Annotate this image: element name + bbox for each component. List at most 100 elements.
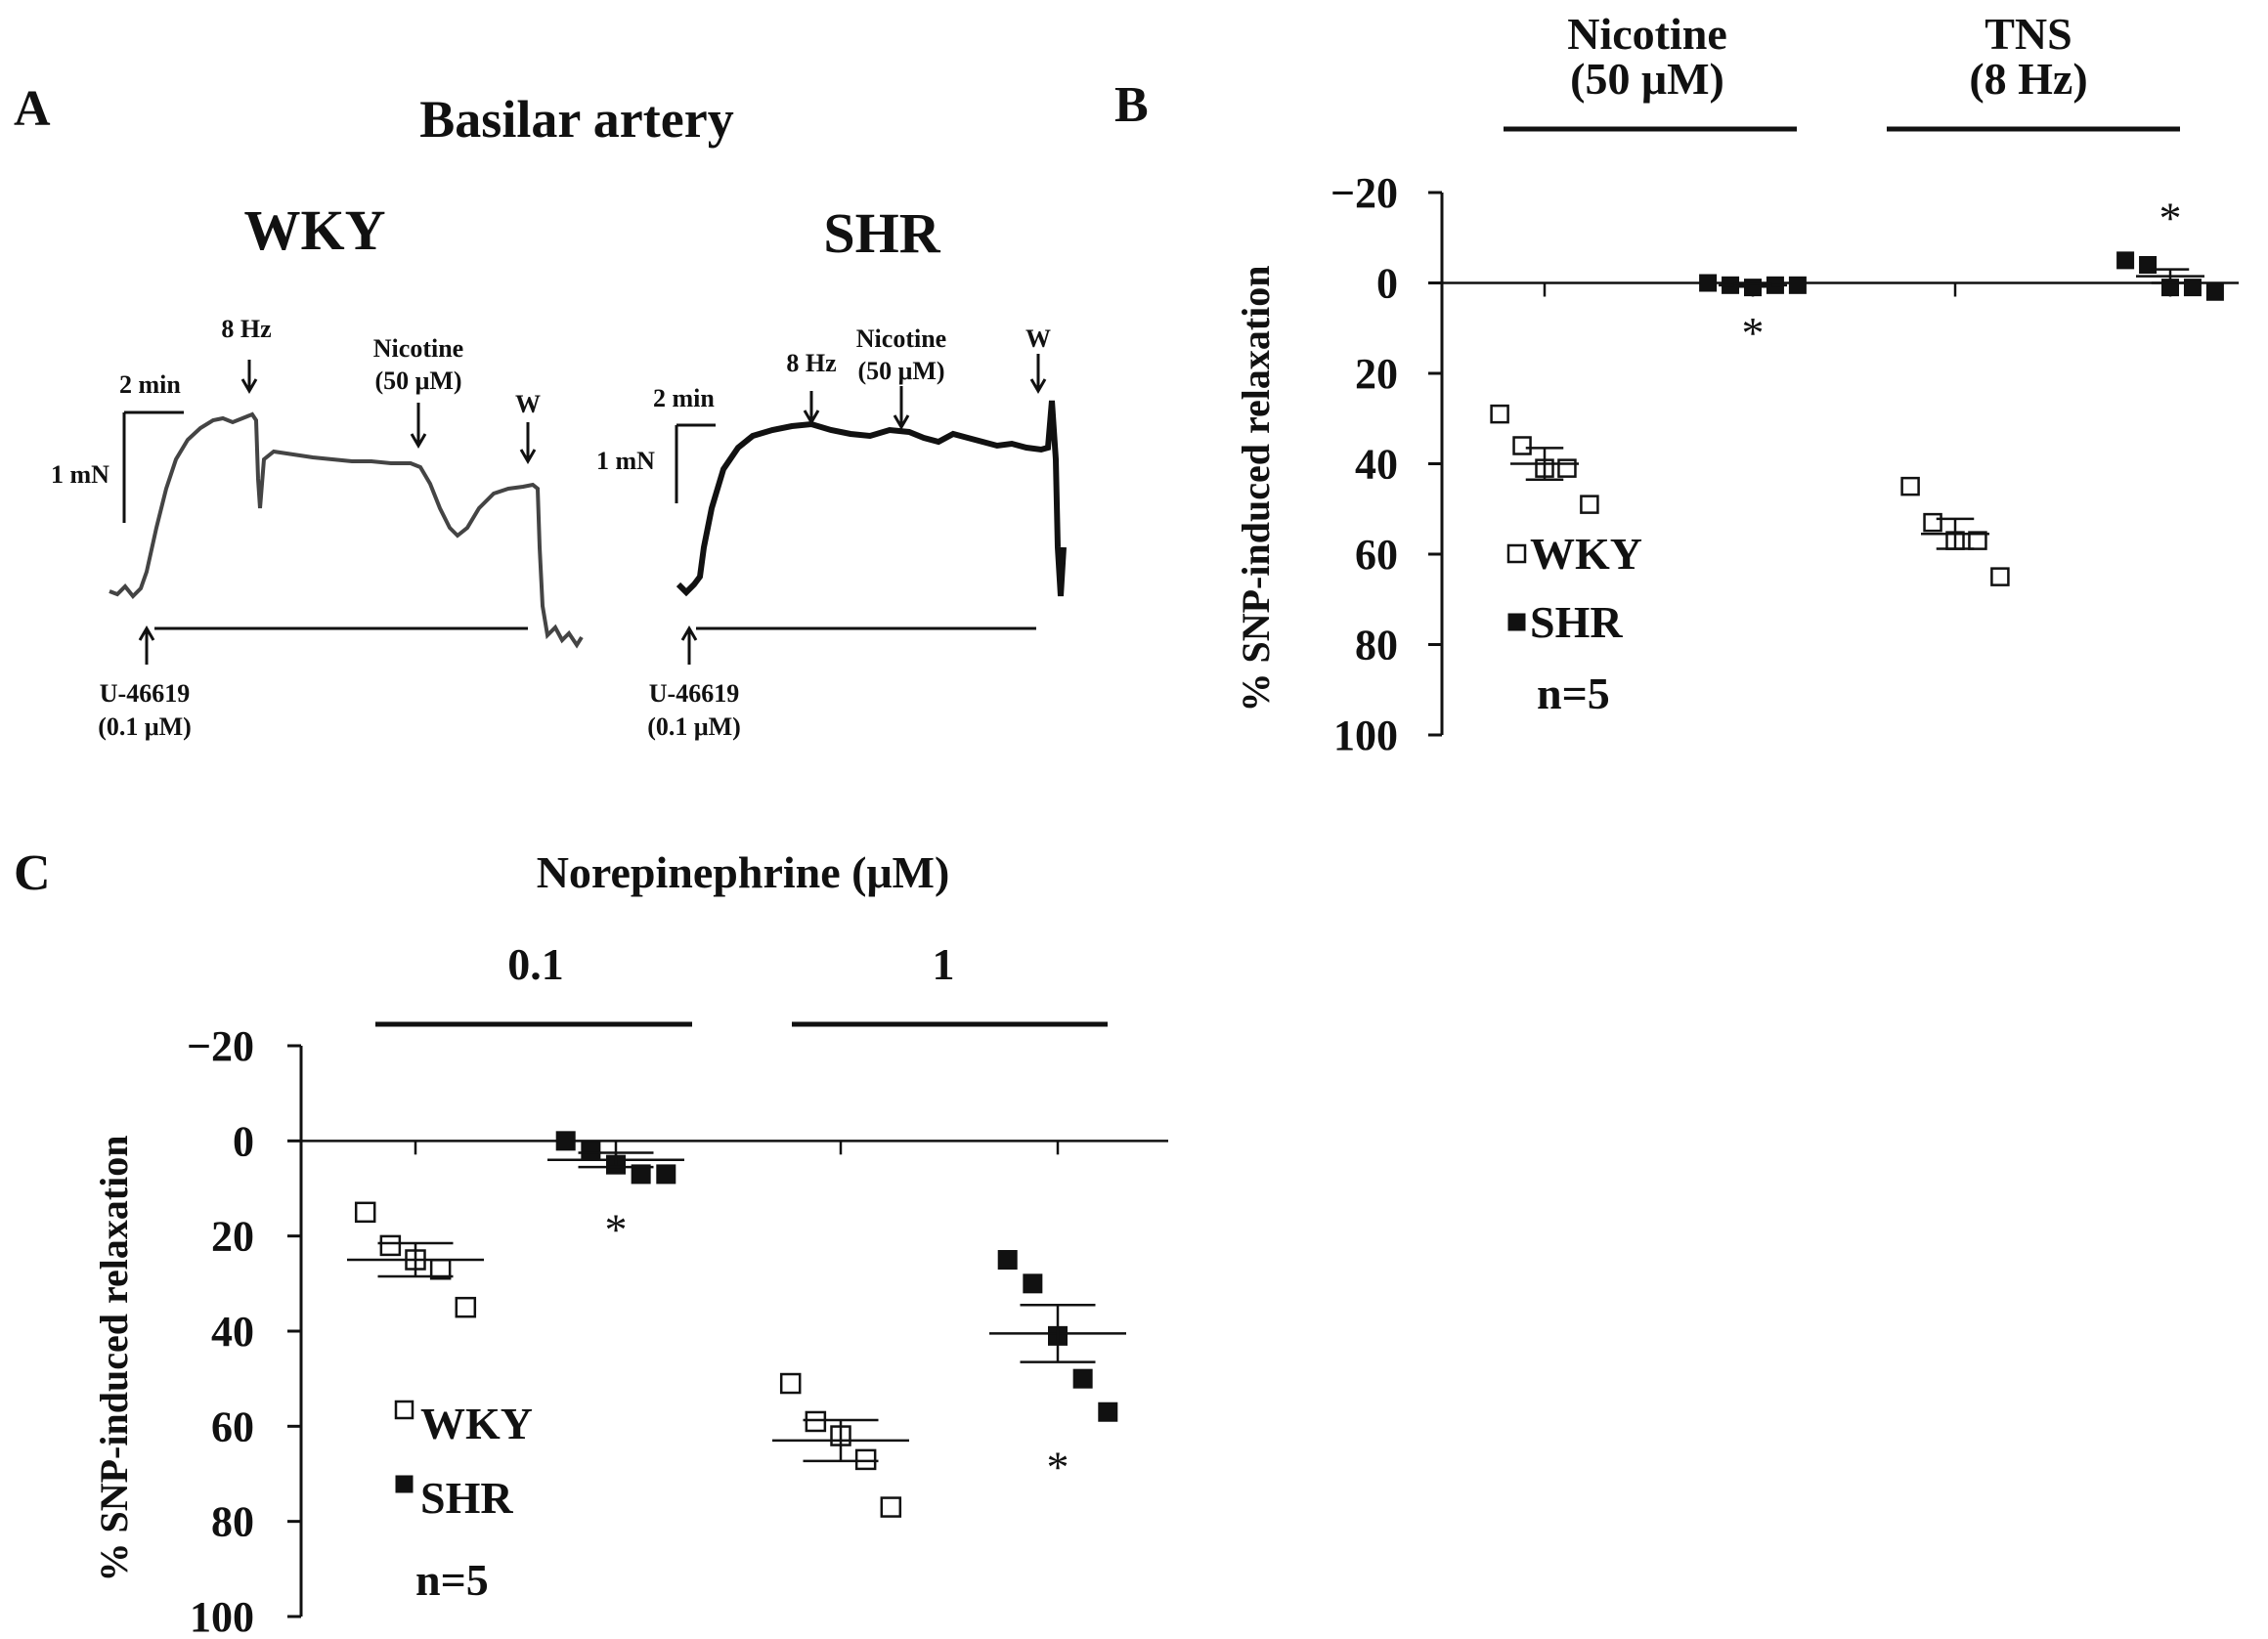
shr-8hz-arrow: [803, 391, 820, 425]
panel-c-point-wky: [455, 1296, 477, 1318]
panel-c-point-wky: [354, 1201, 376, 1224]
wky-scale-bar: [122, 410, 184, 523]
panel-b-y-tick-label: 40: [1355, 441, 1398, 489]
panel-c-point-wky: [854, 1448, 877, 1471]
panel-c-point-shr: [997, 1250, 1018, 1270]
panel-b-point-shr: [2205, 282, 2224, 301]
panel-b-point-wky: [1968, 531, 1987, 550]
panel-b-significance-star: *: [1742, 308, 1765, 358]
panel-a-title: Basilar artery: [419, 90, 733, 149]
panel-c-y-tick-label: 40: [211, 1308, 254, 1356]
wky-agent-arrow: [138, 625, 155, 665]
panel-b-y-tick-label: 0: [1376, 260, 1398, 308]
panel-c-legend-marker-wky: [394, 1400, 414, 1420]
panel-c-significance-star: *: [605, 1204, 628, 1254]
panel-c-y-tick-label: 100: [190, 1593, 254, 1639]
panel-b-n-label: n=5: [1537, 669, 1610, 718]
panel-c-point-shr: [656, 1164, 676, 1185]
panel-c-legend-marker-shr: [395, 1475, 414, 1493]
shr-trace-label: SHR: [823, 201, 940, 265]
panel-b-point-wky: [1512, 436, 1532, 455]
shr-trace-panel: SHR 2 min 1 mN 8 Hz Nicotine (50 μM) W U…: [596, 201, 1067, 741]
panel-c-point-wky: [880, 1496, 902, 1518]
panel-a: Basilar artery WKY 2 min 1 mN 8 Hz Nicot…: [51, 90, 1067, 741]
panel-b-group2-label: TNS: [1984, 9, 2072, 59]
panel-c-title: Norepinephrine (μM): [537, 847, 950, 897]
panel-c-y-tick-label: 0: [233, 1117, 254, 1165]
panel-b-y-tick-label: 80: [1355, 622, 1398, 669]
panel-b-letter: B: [1114, 77, 1149, 133]
wky-trace-label: WKY: [244, 198, 386, 262]
wky-agent-label: U-46619: [100, 679, 190, 708]
shr-agent-arrow: [680, 625, 698, 665]
panel-b-significance-star: *: [2159, 193, 2182, 242]
wky-nicotine-arrow: [410, 403, 427, 449]
panel-c-group2-label: 1: [933, 939, 955, 989]
panel-c-letter: C: [14, 845, 51, 901]
panel-c-n-label: n=5: [415, 1555, 489, 1605]
wky-time-scale: 2 min: [119, 370, 181, 399]
panel-b-ylabel: % SNP-induced relaxation: [1234, 265, 1278, 712]
panel-c-point-wky: [779, 1372, 802, 1395]
shr-washout-arrow: [1029, 354, 1047, 394]
shr-nicotine-arrow: [893, 386, 910, 430]
wky-8hz-arrow: [240, 360, 258, 394]
panel-b-point-shr: [2183, 279, 2202, 297]
panel-b-point-wky: [1557, 458, 1577, 478]
panel-c-point-wky: [379, 1234, 402, 1257]
panel-b-point-wky: [1900, 476, 1920, 496]
panel-b-point-shr: [2139, 256, 2158, 274]
panel-c-point-shr: [1023, 1273, 1043, 1294]
wky-8hz-label: 8 Hz: [221, 315, 271, 343]
panel-c-point-shr: [1098, 1402, 1118, 1422]
panel-b-y-tick-label: 100: [1333, 712, 1398, 759]
shr-agent-conc: (0.1 μM): [647, 712, 741, 741]
panel-b-legend-shr: SHR: [1530, 597, 1623, 647]
panel-c-group1-label: 0.1: [507, 939, 564, 989]
shr-force-scale: 1 mN: [596, 447, 655, 475]
panel-a-letter: A: [14, 81, 51, 137]
wky-washout-label: W: [515, 390, 541, 418]
shr-8hz-label: 8 Hz: [786, 349, 836, 377]
panel-c-point-shr: [1072, 1368, 1093, 1389]
shr-scale-bar: [675, 423, 716, 503]
panel-c-y-tick-label: 60: [211, 1402, 254, 1450]
shr-time-scale: 2 min: [653, 384, 715, 412]
panel-b-point-wky: [1580, 495, 1599, 514]
shr-agent-label: U-46619: [649, 679, 739, 708]
panel-b-group1-label: Nicotine: [1567, 9, 1727, 59]
panel-b-legend-wky: WKY: [1530, 529, 1642, 579]
wky-washout-arrow: [519, 422, 537, 464]
panel-b-y-tick-label: 20: [1355, 350, 1398, 398]
shr-force-trace: [676, 400, 1067, 597]
wky-trace-panel: WKY 2 min 1 mN 8 Hz Nicotine (50 μM) W U…: [51, 198, 584, 741]
panel-b-group1-sublabel: (50 μM): [1570, 54, 1724, 104]
panel-c-y-tick-label: 80: [211, 1498, 254, 1546]
panel-b-chart: % SNP-induced relaxation Nicotine (50 μM…: [1234, 9, 2239, 759]
panel-c-y-tick-label: 20: [211, 1213, 254, 1261]
panel-c-chart: % SNP-induced relaxation Norepinephrine …: [92, 847, 1168, 1639]
panel-c-point-shr: [555, 1131, 576, 1151]
panel-b-point-shr: [2116, 251, 2135, 270]
panel-b-y-tick-label: −20: [1330, 169, 1398, 217]
panel-b-point-wky: [1990, 567, 2010, 586]
panel-c-legend-wky: WKY: [420, 1399, 533, 1448]
wky-agent-conc: (0.1 μM): [98, 712, 192, 741]
panel-b-y-tick-label: 60: [1355, 531, 1398, 579]
panel-c-point-wky: [805, 1410, 827, 1433]
panel-c-significance-star: *: [1047, 1443, 1069, 1492]
panel-b-point-shr: [1788, 276, 1807, 294]
shr-nicotine-conc: (50 μM): [857, 357, 944, 385]
panel-c-point-shr: [631, 1164, 651, 1185]
panel-c-legend-shr: SHR: [420, 1473, 513, 1523]
wky-force-scale: 1 mN: [51, 460, 109, 489]
panel-b-legend-marker-wky: [1506, 543, 1527, 564]
panel-b-point-wky: [1923, 512, 1942, 533]
panel-c-point-shr: [581, 1141, 601, 1161]
shr-nicotine-label: Nicotine: [856, 324, 946, 353]
panel-b-legend-marker-shr: [1507, 613, 1526, 631]
panel-c-ylabel: % SNP-induced relaxation: [92, 1135, 136, 1581]
wky-nicotine-label: Nicotine: [373, 334, 463, 363]
shr-washout-label: W: [1025, 324, 1051, 353]
